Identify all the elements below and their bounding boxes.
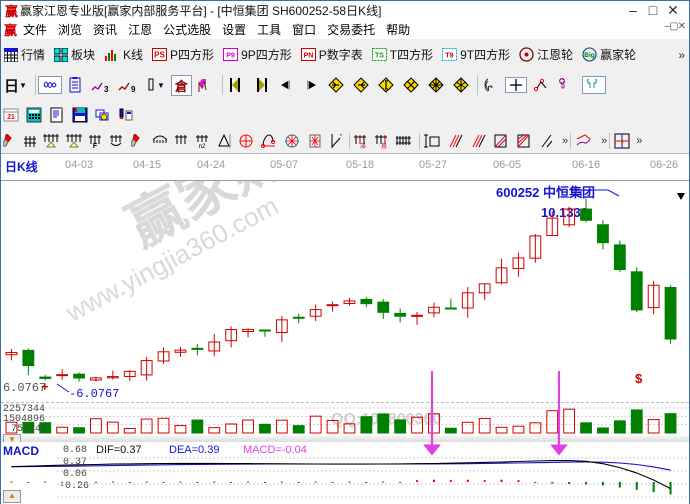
svg-text:泽: 泽: [360, 142, 366, 149]
svg-text:3: 3: [104, 85, 109, 93]
svg-text:n2: n2: [199, 144, 206, 149]
svg-text:TS: TS: [375, 53, 384, 60]
svg-text:Big: Big: [584, 52, 595, 59]
svg-text:21: 21: [7, 114, 15, 121]
svg-text:": ": [340, 134, 342, 141]
svg-text:F: F: [93, 143, 98, 149]
svg-text:T9: T9: [446, 53, 454, 60]
svg-text:P9: P9: [226, 53, 235, 60]
svg-text:9: 9: [131, 85, 136, 93]
svg-text:PS: PS: [154, 51, 165, 60]
svg-text:息: 息: [381, 142, 387, 149]
svg-text:PN: PN: [303, 53, 313, 60]
